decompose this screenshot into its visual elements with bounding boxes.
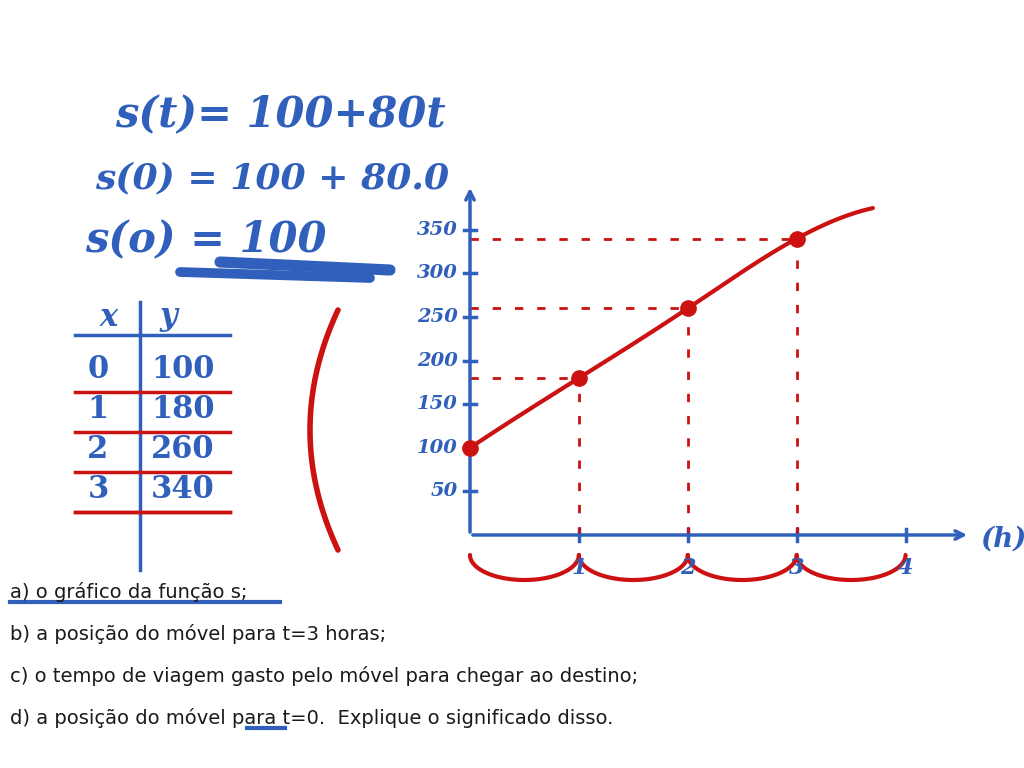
Text: 3: 3 xyxy=(87,475,109,505)
Text: 180: 180 xyxy=(152,395,215,425)
Text: 250: 250 xyxy=(417,308,458,326)
Text: 1: 1 xyxy=(87,395,109,425)
Text: 1: 1 xyxy=(571,557,587,579)
Text: 350: 350 xyxy=(417,221,458,239)
Text: c) o tempo de viagem gasto pelo móvel para chegar ao destino;: c) o tempo de viagem gasto pelo móvel pa… xyxy=(10,666,638,686)
Text: y: y xyxy=(160,300,178,332)
Text: a) o gráfico da função s;: a) o gráfico da função s; xyxy=(10,582,248,602)
Text: s(t)= 100+80t: s(t)= 100+80t xyxy=(115,94,445,136)
Text: 300: 300 xyxy=(417,264,458,283)
Text: 3: 3 xyxy=(788,557,805,579)
Text: d) a posição do móvel para t=0.  Explique o significado disso.: d) a posição do móvel para t=0. Explique… xyxy=(10,708,613,728)
Text: 200: 200 xyxy=(417,352,458,369)
Text: s(0) = 100 + 80.0: s(0) = 100 + 80.0 xyxy=(95,161,450,195)
Text: (h): (h) xyxy=(980,525,1024,552)
Text: b) a posição do móvel para t=3 horas;: b) a posição do móvel para t=3 horas; xyxy=(10,624,386,644)
Text: 340: 340 xyxy=(152,475,215,505)
Text: 100: 100 xyxy=(152,355,215,386)
Text: 50: 50 xyxy=(431,482,458,501)
Text: 100: 100 xyxy=(417,439,458,457)
Text: 260: 260 xyxy=(152,435,215,465)
Text: x: x xyxy=(100,303,118,333)
Text: 2: 2 xyxy=(680,557,695,579)
Text: s(o) = 100: s(o) = 100 xyxy=(85,219,327,261)
Text: 4: 4 xyxy=(898,557,913,579)
Text: 0: 0 xyxy=(87,355,109,386)
Text: 150: 150 xyxy=(417,396,458,413)
Text: 2: 2 xyxy=(87,435,109,465)
